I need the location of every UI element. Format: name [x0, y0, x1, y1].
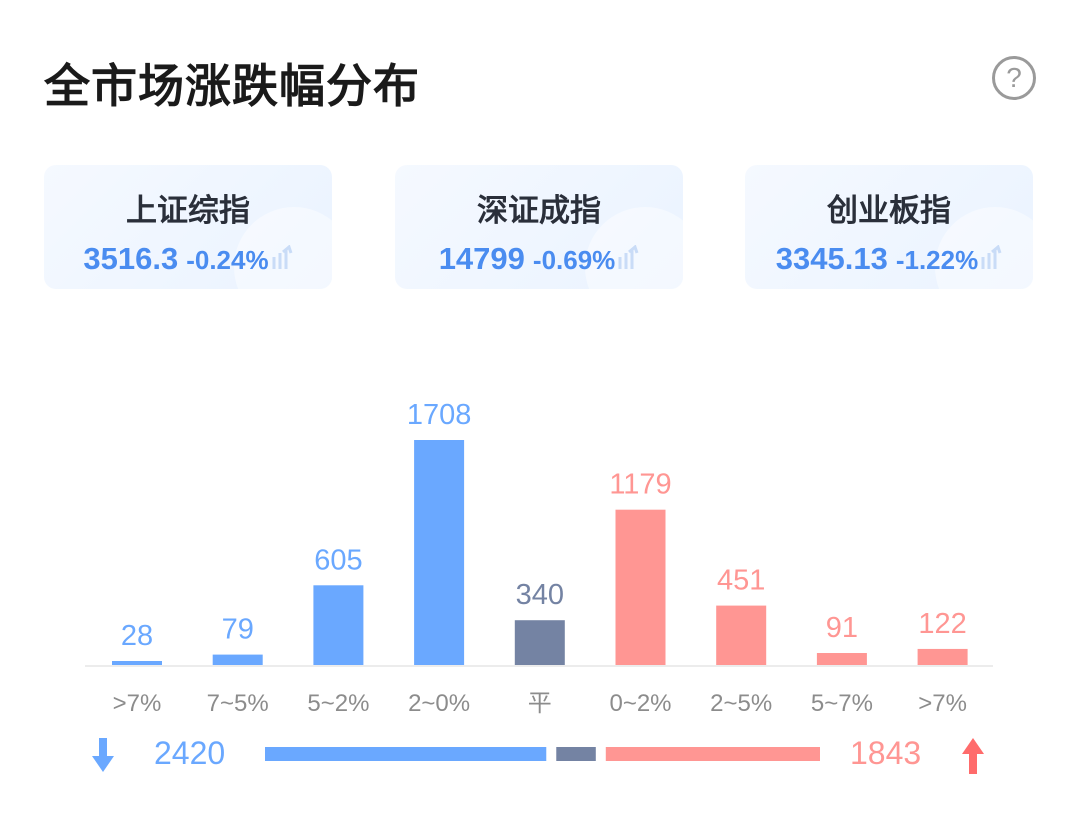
ratio-bar-up [605, 747, 820, 761]
index-change: -0.69% [532, 245, 616, 275]
index-value: 3345.13 [775, 241, 888, 276]
tick-label: 5~7% [811, 690, 873, 717]
ratio-bar-flat [556, 747, 596, 761]
data-label: 605 [314, 544, 362, 576]
tick-label: 7~5% [207, 690, 269, 717]
down-arrow-icon [92, 738, 114, 772]
tick-label: 2~0% [408, 690, 470, 717]
data-label: 1179 [609, 469, 671, 501]
bar-0[interactable] [112, 661, 162, 665]
index-card-shenzhen[interactable]: 深证成指 14799 -0.69% [395, 165, 683, 289]
tick-label: >7% [113, 690, 162, 717]
bar-8[interactable] [917, 648, 968, 665]
tick-label: 5~2% [307, 690, 369, 717]
bar-3[interactable] [414, 440, 465, 665]
data-label: 91 [826, 612, 858, 644]
tick-label: >7% [918, 690, 967, 717]
index-card-shanghai[interactable]: 上证综指 3516.3 -0.24% [44, 165, 332, 289]
index-card-chinext[interactable]: 创业板指 3345.13 -1.22% [745, 165, 1033, 289]
bar-4[interactable] [514, 620, 565, 665]
ratio-bar-down [265, 747, 547, 761]
trend-icon [618, 244, 639, 269]
data-label: 79 [222, 614, 254, 646]
index-name: 深证成指 [477, 193, 601, 229]
down-total: 2420 [154, 735, 226, 771]
index-change: -0.24% [186, 245, 269, 275]
data-label: 28 [121, 620, 153, 652]
bar-5[interactable] [615, 509, 666, 665]
index-change: -1.22% [895, 245, 979, 275]
data-label: 122 [918, 608, 966, 640]
up-total: 1843 [850, 735, 922, 771]
tick-label: 2~5% [710, 690, 772, 717]
index-name: 创业板指 [827, 193, 951, 229]
data-label: 1708 [407, 399, 472, 431]
up-arrow-icon [962, 738, 984, 774]
index-value: 14799 [438, 241, 525, 276]
bar-7[interactable] [816, 653, 867, 665]
trend-icon [272, 244, 293, 269]
tick-label: 平 [528, 690, 552, 717]
help-icon[interactable]: ? [992, 56, 1036, 100]
index-name: 上证综指 [126, 193, 250, 229]
bar-1[interactable] [212, 654, 263, 665]
index-value: 3516.3 [83, 241, 179, 276]
data-label: 340 [516, 579, 564, 611]
tick-label: 0~2% [609, 690, 671, 717]
bar-2[interactable] [313, 585, 364, 665]
data-label: 451 [717, 565, 765, 597]
bar-6[interactable] [716, 605, 767, 665]
trend-icon [981, 244, 1002, 269]
page-title: 全市场涨跌幅分布 [44, 59, 420, 113]
